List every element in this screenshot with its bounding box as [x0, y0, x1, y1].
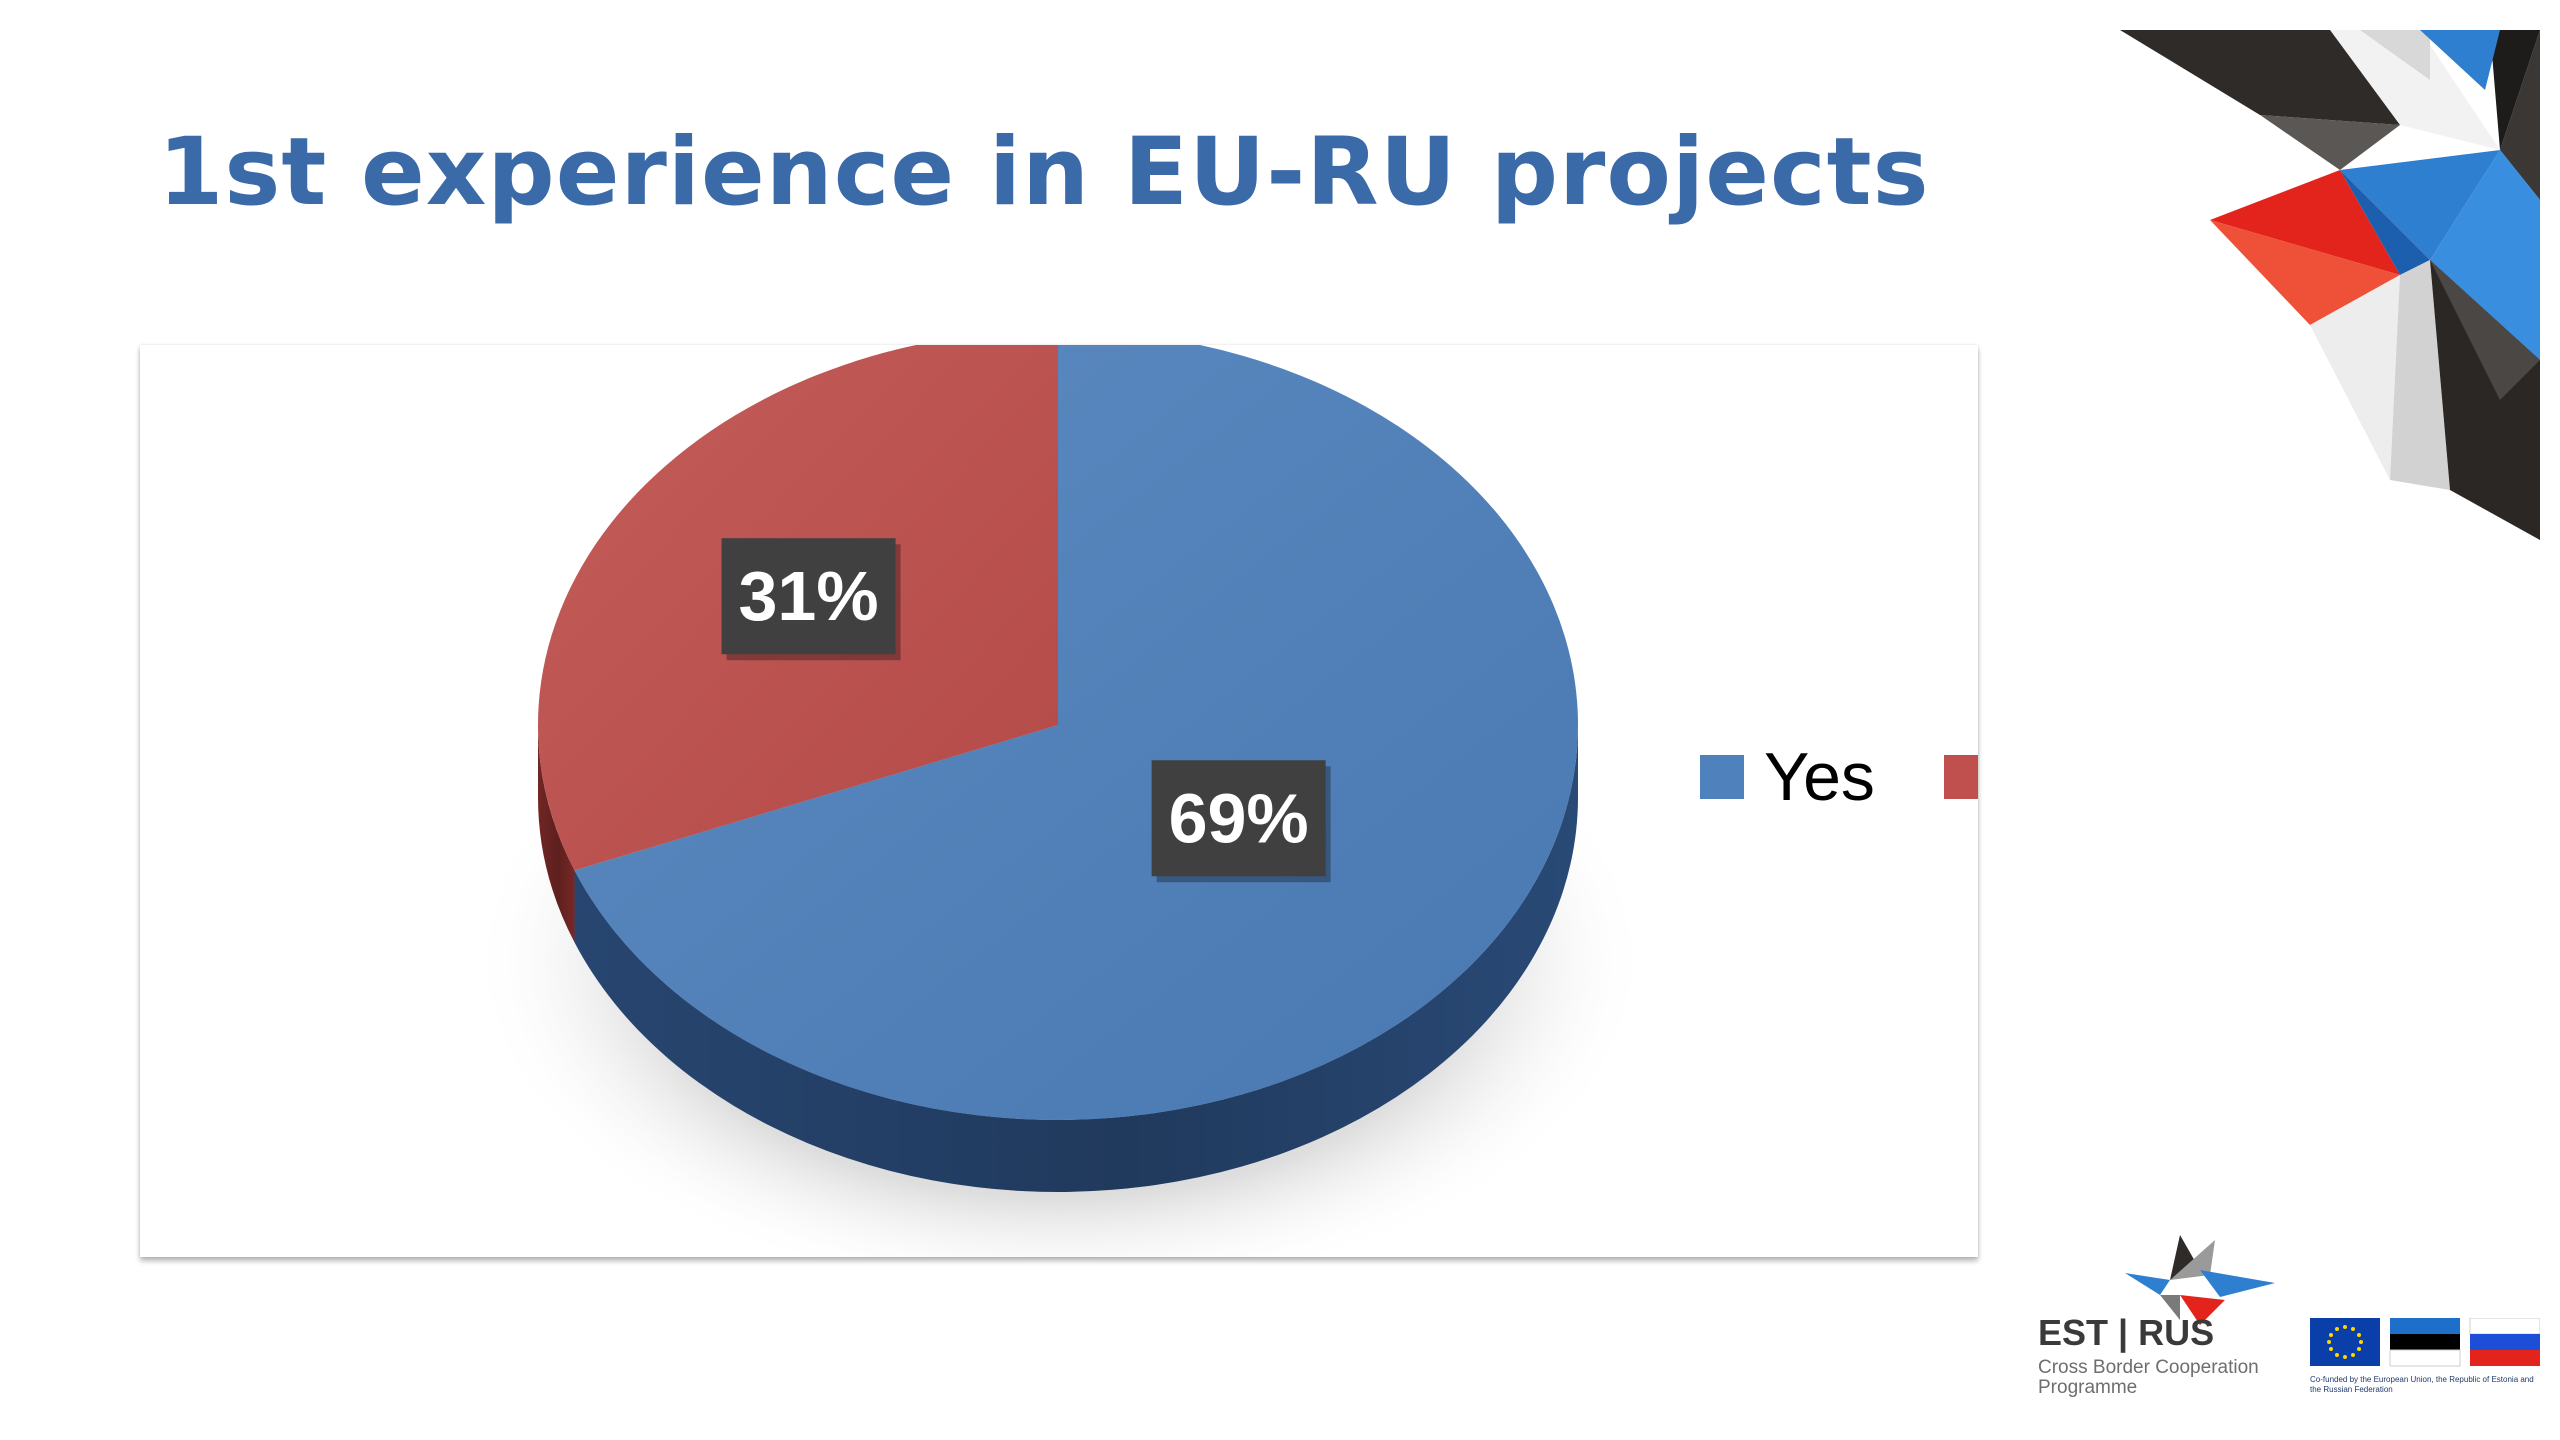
decorative-star-icon — [2120, 30, 2540, 540]
eu-flag-icon — [2310, 1318, 2380, 1366]
pie-sides — [538, 725, 1578, 1192]
pie-labels: 69% 31% — [721, 538, 1331, 883]
chart-area: 69% 31% YesNo — [140, 345, 1978, 1257]
data-label-box-yes — [1151, 760, 1326, 877]
estonia-flag-icon — [2389, 1318, 2461, 1367]
slide-title: 1st experience in EU-RU projects — [158, 118, 1930, 227]
data-label-no: 31% — [738, 557, 878, 635]
pie-chart: 69% 31% YesNo — [470, 345, 1978, 1257]
cofunding-note: Co-funded by the European Union, the Rep… — [2310, 1375, 2534, 1394]
chart-legend: YesNo — [1700, 739, 1978, 815]
pie-side-shading-no — [538, 725, 575, 943]
footer-brand: EST | RUS — [2038, 1312, 2215, 1353]
pie-tops — [538, 345, 1578, 1120]
footer-subtitle: Cross Border Cooperation Programme — [2038, 1357, 2259, 1398]
pie-slice-sheen-yes — [574, 345, 1578, 1120]
legend-label-yes: Yes — [1764, 739, 1875, 815]
data-label-box-no — [721, 538, 896, 655]
legend-swatch-yes — [1700, 755, 1744, 799]
pie-side-shading-yes — [574, 725, 1578, 1192]
russia-flag-icon — [2469, 1318, 2540, 1366]
data-label-yes: 69% — [1169, 779, 1309, 857]
cofunding-flags — [2310, 1318, 2540, 1367]
est-rus-star-logo-icon — [2125, 1235, 2275, 1325]
legend-swatch-no — [1944, 755, 1978, 799]
